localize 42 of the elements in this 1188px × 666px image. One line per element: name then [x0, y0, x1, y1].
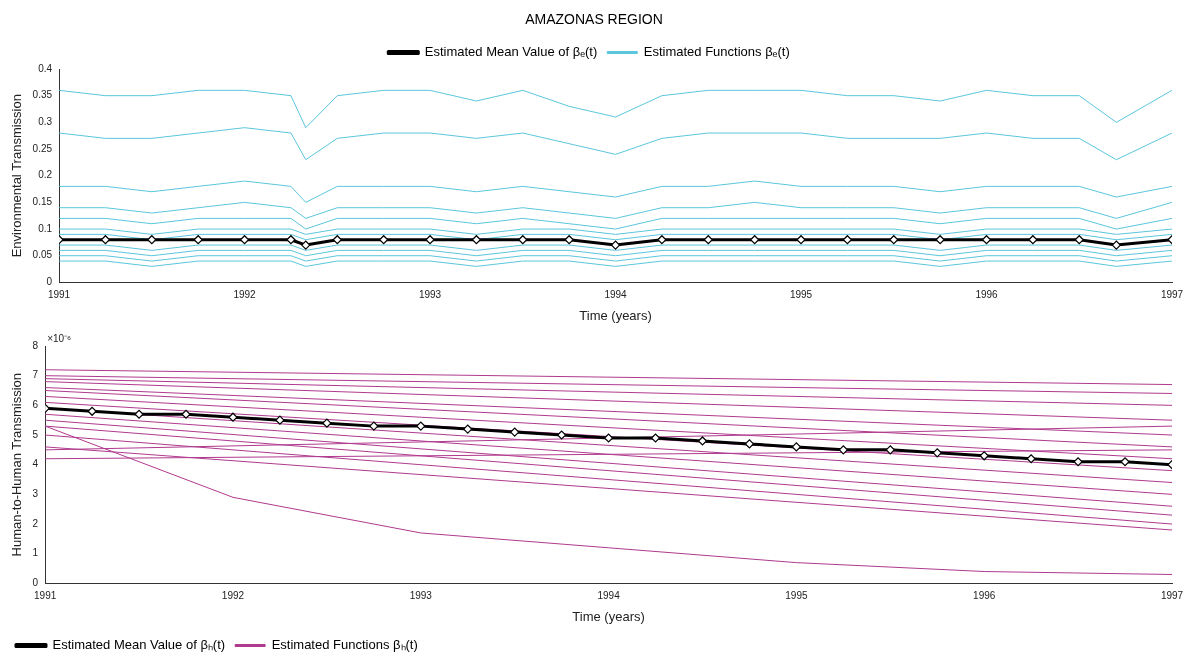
x-tick-label: 1991: [47, 289, 71, 301]
y-tick-label: 0.4: [38, 62, 53, 74]
y-tick-label: 0.2: [38, 169, 53, 181]
x-tick-label: 1992: [221, 590, 245, 602]
chart-title: AMAZONAS REGION: [524, 10, 664, 29]
y-tick-label: 0.15: [32, 196, 53, 208]
text: ×10⁻⁶: [47, 332, 72, 344]
x-tick-label: 1994: [597, 590, 621, 602]
x-tick-label: 1991: [34, 590, 57, 602]
y-tick-label: 0.35: [32, 89, 53, 101]
y-tick-label: 0.05: [32, 249, 53, 261]
x-tick-label: 1997: [1160, 289, 1184, 301]
y-tick-label: 3: [32, 488, 39, 500]
x-tick-label: 1995: [789, 289, 813, 301]
x-tick-label: 1992: [233, 289, 257, 301]
y-tick-label: 0.25: [32, 142, 53, 154]
y-tick-label: 0.1: [38, 222, 53, 234]
y-tick-label: 0: [32, 577, 39, 589]
y-tick-label: 8: [32, 339, 39, 351]
x-tick-label: 1994: [604, 289, 628, 301]
y-tick-label: 0: [46, 276, 53, 288]
legend-label: Estimated Mean Value of βₕ(t): [52, 637, 226, 653]
y-axis-title: Environmental Transmission: [9, 94, 25, 258]
y-axis-title: Human-to-Human Transmission: [9, 372, 25, 557]
y-tick-label: 2: [32, 517, 39, 529]
x-tick-label: 1993: [409, 590, 433, 602]
x-tick-label: 1997: [1160, 590, 1184, 602]
x-tick-label: 1996: [975, 289, 999, 301]
legend-label: Estimated Mean Value of βₑ(t): [424, 44, 598, 60]
x-tick-label: 1995: [785, 590, 808, 602]
y-tick-label: 4: [32, 458, 39, 470]
x-tick-label: 1993: [418, 289, 442, 301]
y-tick-label: 5: [32, 428, 39, 440]
y-tick-label: 7: [32, 369, 39, 381]
legend-label: Estimated Functions βₕ(t): [271, 637, 418, 653]
x-tick-label: 1996: [973, 590, 996, 602]
legend-label: Estimated Functions βₑ(t): [643, 44, 790, 60]
y-tick-label: 1: [32, 547, 39, 559]
x-axis-title: Time (years): [579, 307, 652, 323]
y-tick-label: 0.3: [38, 116, 53, 128]
x-axis-title: Time (years): [572, 608, 645, 624]
y-tick-label: 6: [32, 399, 39, 411]
